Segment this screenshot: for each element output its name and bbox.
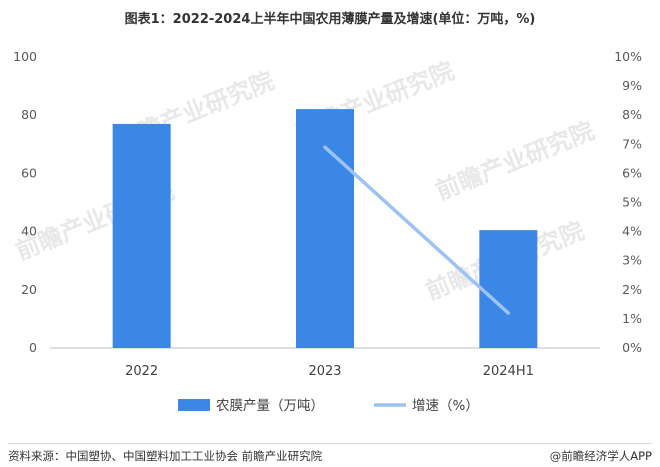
y2-tick-label: 0% — [622, 340, 642, 355]
chart-title: 图表1：2022-2024上半年中国农用薄膜产量及增速(单位：万吨，%) — [124, 12, 536, 27]
y-tick-label: 40 — [21, 224, 37, 239]
y2-tick-label: 7% — [622, 136, 642, 151]
growth-line — [323, 145, 511, 315]
chart-canvas: 前瞻产业研究院前瞻产业研究院前瞻产业研究院前瞻产业研究院前瞻产业研究院 0204… — [12, 49, 642, 414]
footer: 资料来源：中国塑协、中国塑料加工工业协会 前瞻产业研究院 @前瞻经济学人APP — [8, 443, 652, 464]
y2-tick-label: 2% — [622, 282, 642, 297]
legend-bar-label: 农膜产量（万吨） — [216, 398, 324, 414]
x-tick-label: 2024H1 — [483, 364, 534, 379]
y-axis-left: 0 20 40 60 80 100 — [13, 49, 37, 355]
y-tick-label: 0 — [29, 340, 37, 355]
y2-tick-label: 10% — [614, 49, 642, 64]
bar — [112, 123, 171, 349]
line-series — [323, 145, 511, 315]
y-axis-right: 0% 1% 2% 3% 4% 5% 6% 7% 8% 9% 10% — [614, 49, 642, 355]
legend-bar-swatch — [178, 399, 210, 411]
y2-tick-label: 6% — [622, 165, 642, 180]
bar-series — [112, 109, 538, 349]
y2-tick-label: 8% — [622, 107, 642, 122]
legend-line-label: 增速（%） — [412, 398, 479, 414]
bar — [479, 230, 538, 348]
source-note: 资料来源：中国塑协、中国塑料加工工业协会 前瞻产业研究院 — [8, 449, 323, 463]
y-tick-label: 20 — [21, 282, 37, 297]
x-tick-label: 2022 — [125, 364, 158, 379]
bar — [296, 109, 354, 349]
x-axis-categories: 2022 2023 2024H1 — [125, 364, 534, 379]
brand-credit: @前瞻经济学人APP — [549, 449, 652, 463]
watermark-text: 前瞻产业研究院 — [432, 117, 598, 206]
y2-tick-label: 5% — [622, 195, 642, 210]
legend: 农膜产量（万吨） 增速（%） — [178, 398, 479, 414]
y2-tick-label: 4% — [622, 224, 642, 239]
x-tick-label: 2023 — [308, 364, 341, 379]
y2-tick-label: 1% — [622, 311, 642, 326]
y-tick-label: 80 — [21, 107, 37, 122]
y-tick-label: 60 — [21, 165, 37, 180]
y2-tick-label: 3% — [622, 253, 642, 268]
y2-tick-label: 9% — [622, 78, 642, 93]
y-tick-label: 100 — [13, 49, 37, 64]
